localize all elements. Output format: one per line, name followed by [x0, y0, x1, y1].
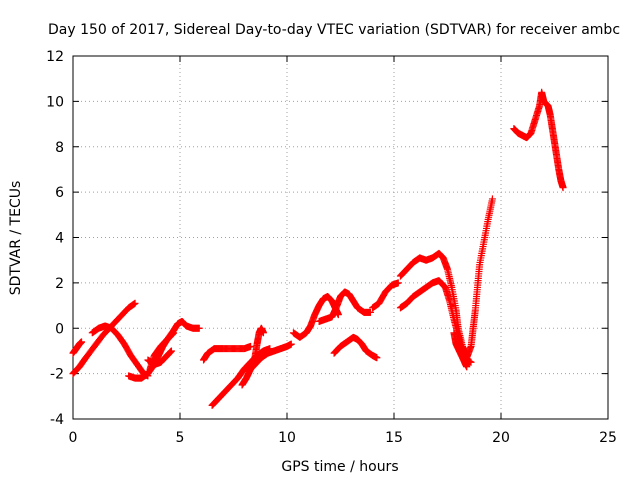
- series-arc-6: [144, 347, 175, 369]
- x-tick-label: 25: [599, 430, 617, 446]
- series-arc-13: [330, 333, 381, 362]
- x-tick-label: 15: [385, 430, 403, 446]
- series-arc-17: [450, 329, 471, 371]
- data-point-marker: [247, 342, 255, 350]
- y-axis-label: SDTVAR / TECUs: [8, 181, 24, 296]
- x-tick-label: 20: [492, 430, 510, 446]
- x-tick-label: 10: [278, 430, 296, 446]
- data-point-marker: [78, 338, 86, 346]
- data-point-marker: [559, 184, 567, 192]
- y-tick-label: 12: [46, 49, 64, 65]
- x-tick-label: 5: [176, 430, 185, 446]
- data-point-marker: [394, 279, 402, 287]
- y-axis-ticks: -4 -2 0 2 4 6 8 10 12: [46, 49, 608, 428]
- data-point-marker: [131, 299, 139, 307]
- series-arc-5: [146, 317, 203, 373]
- data-point-marker: [373, 354, 381, 362]
- data-point-marker: [488, 195, 496, 203]
- data-point-marker: [167, 347, 175, 355]
- data-point-marker: [463, 363, 471, 371]
- series-arc-1: [69, 338, 86, 357]
- x-tick-label: 0: [69, 430, 78, 446]
- y-tick-label: 10: [46, 94, 64, 110]
- series-arc-10: [244, 340, 295, 375]
- series-arc-12: [315, 288, 374, 325]
- series-arc-7: [200, 342, 255, 364]
- y-tick-label: 0: [55, 321, 64, 337]
- y-tick-label: 8: [55, 140, 64, 156]
- data-point-marker: [366, 308, 374, 316]
- series-arc-19: [510, 88, 567, 192]
- x-axis-label: GPS time / hours: [281, 459, 398, 475]
- y-tick-label: 4: [55, 231, 64, 247]
- chart-title: Day 150 of 2017, Sidereal Day-to-day VTE…: [48, 22, 620, 38]
- data-point-marker: [259, 329, 267, 337]
- data-point-marker: [287, 340, 295, 348]
- y-tick-label: 6: [55, 185, 64, 201]
- y-tick-label: 2: [55, 276, 64, 292]
- series-arc-2: [69, 299, 139, 378]
- y-tick-label: -2: [50, 367, 64, 383]
- data-marks: [69, 88, 567, 409]
- series-arc-18: [463, 195, 496, 362]
- data-point-marker: [467, 358, 475, 366]
- y-tick-label: -4: [50, 412, 64, 428]
- data-point-marker: [195, 324, 203, 332]
- grid-lines: [73, 56, 608, 419]
- series-arc-14: [369, 279, 402, 312]
- series-arc-3: [88, 322, 152, 380]
- x-axis-ticks: 0 5 10 15 20 25: [69, 56, 617, 446]
